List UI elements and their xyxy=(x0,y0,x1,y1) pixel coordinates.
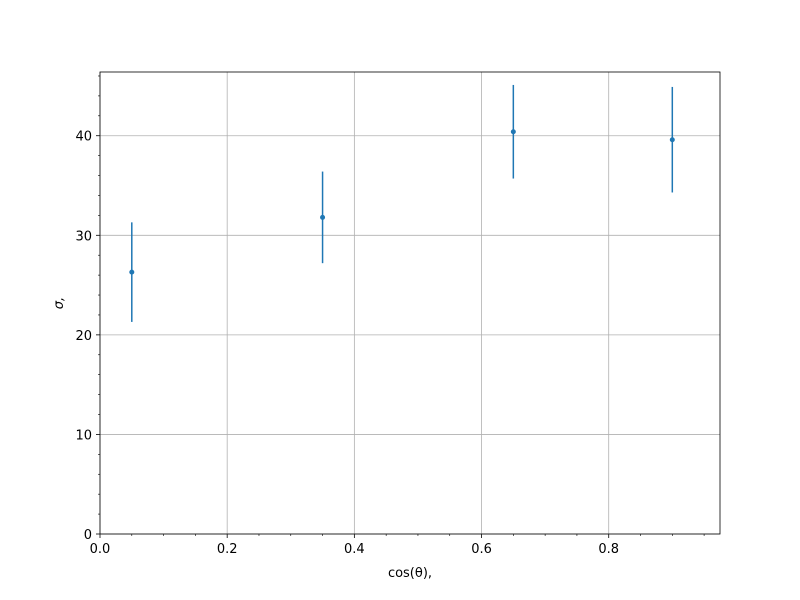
x-axis-label: cos(θ), xyxy=(388,566,432,581)
x-tick-label: 0.8 xyxy=(598,542,619,557)
point xyxy=(320,214,326,220)
y-tick-label: 30 xyxy=(75,229,92,244)
plot-frame xyxy=(99,71,721,535)
y-tick-label: 20 xyxy=(75,329,92,344)
y-tick-label: 0 xyxy=(84,528,92,543)
point xyxy=(129,269,135,275)
x-tick-label: 0.6 xyxy=(471,542,492,557)
x-tick-label: 0.2 xyxy=(217,542,238,557)
x-tick-label: 0.0 xyxy=(90,542,111,557)
x-tick-label: 0.4 xyxy=(344,542,365,557)
y-tick-label: 40 xyxy=(75,130,92,145)
y-tick-label: 10 xyxy=(75,428,92,443)
point xyxy=(510,129,516,135)
point xyxy=(669,137,675,143)
y-axis-label: σ, xyxy=(52,297,67,309)
